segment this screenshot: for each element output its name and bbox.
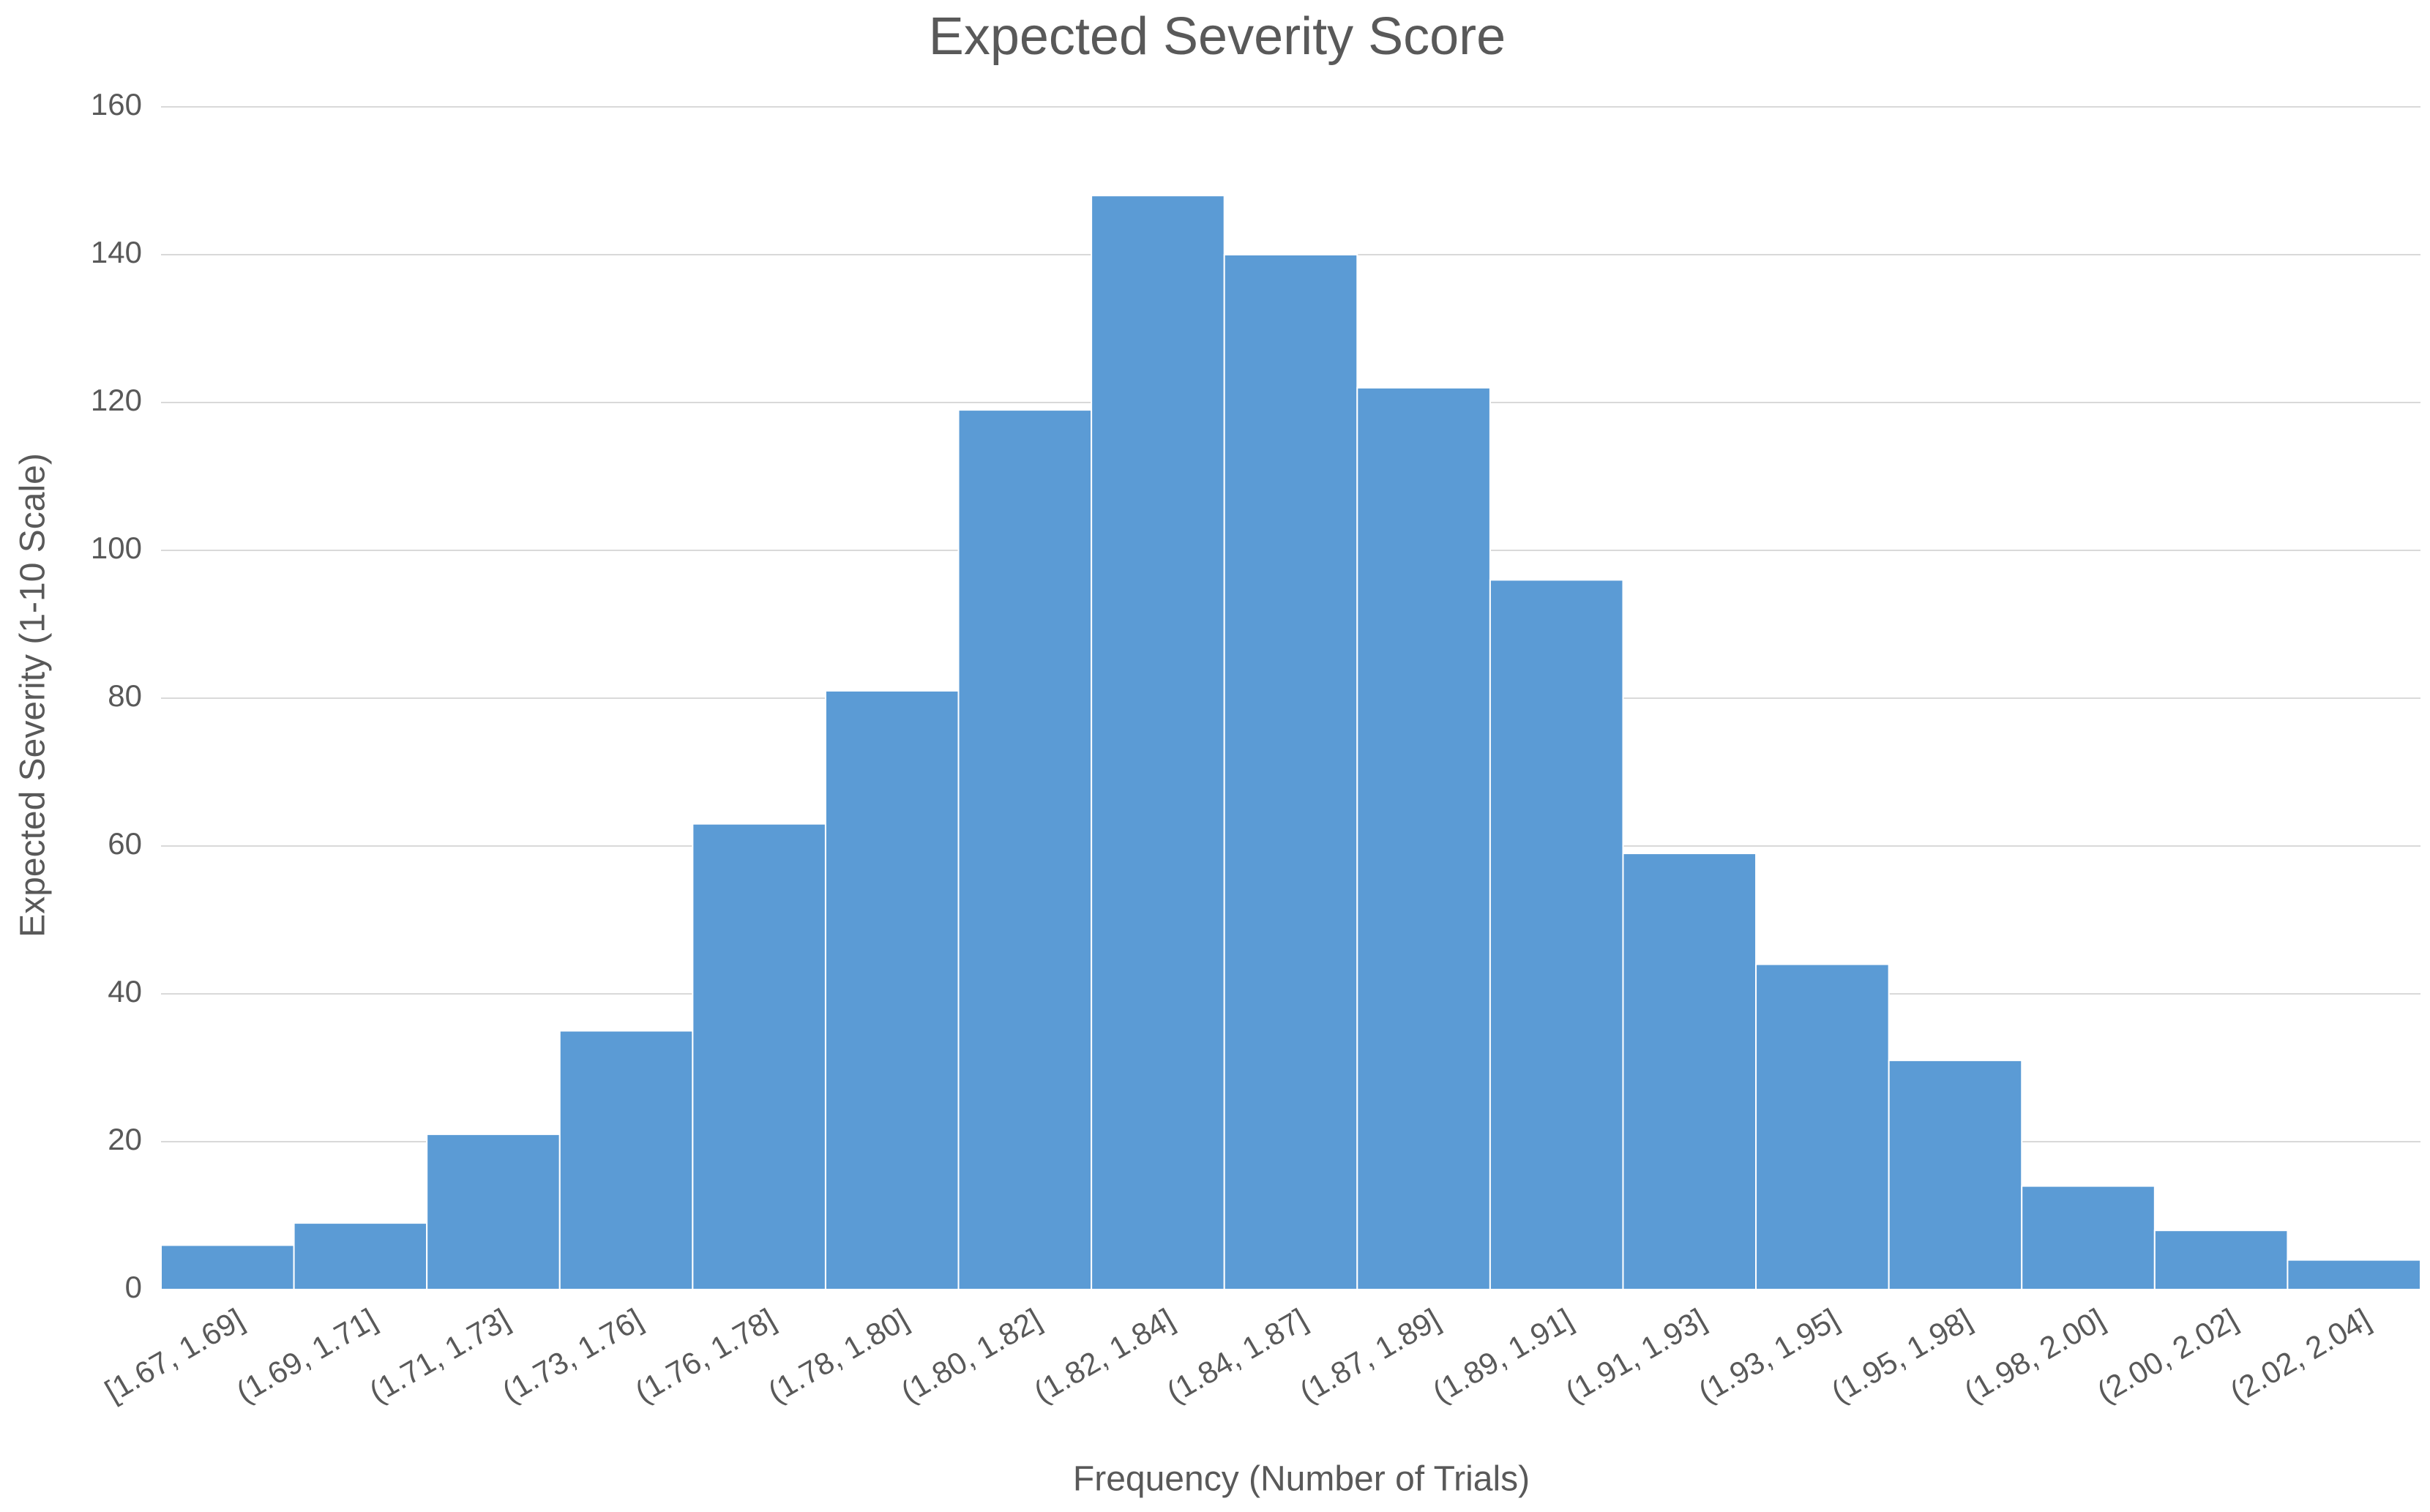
x-tick-label: (1.87, 1.89] xyxy=(1294,1302,1446,1410)
y-tick-label: 140 xyxy=(91,235,142,269)
bar xyxy=(1489,579,1624,1290)
bar xyxy=(2021,1185,2156,1290)
bar xyxy=(1223,254,1358,1290)
x-tick-label: (1.98, 2.00] xyxy=(1959,1302,2111,1410)
bar xyxy=(957,409,1093,1290)
bar xyxy=(1091,195,1225,1291)
bar xyxy=(2153,1230,2289,1290)
bar xyxy=(824,689,960,1290)
x-tick-label: [1.67, 1.69] xyxy=(99,1302,250,1409)
x-tick-label: (1.82, 1.84] xyxy=(1028,1302,1180,1410)
bar xyxy=(2287,1259,2422,1290)
bar xyxy=(160,1244,295,1291)
bar xyxy=(1622,853,1757,1290)
x-tick-label: (2.02, 2.04] xyxy=(2224,1302,2377,1410)
x-tick-label: (1.91, 1.93] xyxy=(1560,1302,1712,1410)
x-tick-label: (1.71, 1.73] xyxy=(364,1302,516,1410)
bar xyxy=(558,1030,694,1290)
bar xyxy=(1356,386,1491,1290)
x-tick-label: (1.80, 1.82] xyxy=(895,1302,1047,1410)
y-tick-label: 60 xyxy=(108,826,142,861)
x-tick-label: (1.69, 1.71] xyxy=(231,1302,383,1410)
x-tick-label: (1.76, 1.78] xyxy=(629,1302,782,1410)
x-tick-label: (1.95, 1.98] xyxy=(1825,1302,1978,1410)
x-tick-label: (1.93, 1.95] xyxy=(1692,1302,1844,1410)
bar xyxy=(1888,1059,2023,1291)
y-tick-label: 80 xyxy=(108,678,142,713)
x-tick-label: (1.89, 1.91] xyxy=(1427,1302,1579,1410)
y-axis-title: Expected Severity (1-10 Scale) xyxy=(14,453,53,937)
bar xyxy=(692,823,826,1290)
x-tick-label: (1.78, 1.80] xyxy=(762,1302,914,1410)
x-axis-title: Frequency (Number of Trials) xyxy=(1073,1460,1530,1499)
y-tick-label: 40 xyxy=(108,974,142,1008)
bar xyxy=(1755,963,1890,1290)
x-tick-label: (2.00, 2.02] xyxy=(2091,1302,2243,1410)
y-tick-label: 0 xyxy=(125,1270,142,1304)
x-tick-label: (1.84, 1.87] xyxy=(1161,1302,1313,1410)
y-tick-label: 160 xyxy=(91,87,142,121)
y-tick-label: 100 xyxy=(91,531,142,565)
bar xyxy=(426,1133,561,1291)
y-tick-label: 120 xyxy=(91,383,142,417)
y-tick-label: 20 xyxy=(108,1122,142,1156)
x-tick-label: (1.73, 1.76] xyxy=(496,1302,648,1410)
chart-title: Expected Severity Score xyxy=(929,7,1506,66)
bar xyxy=(293,1222,428,1290)
